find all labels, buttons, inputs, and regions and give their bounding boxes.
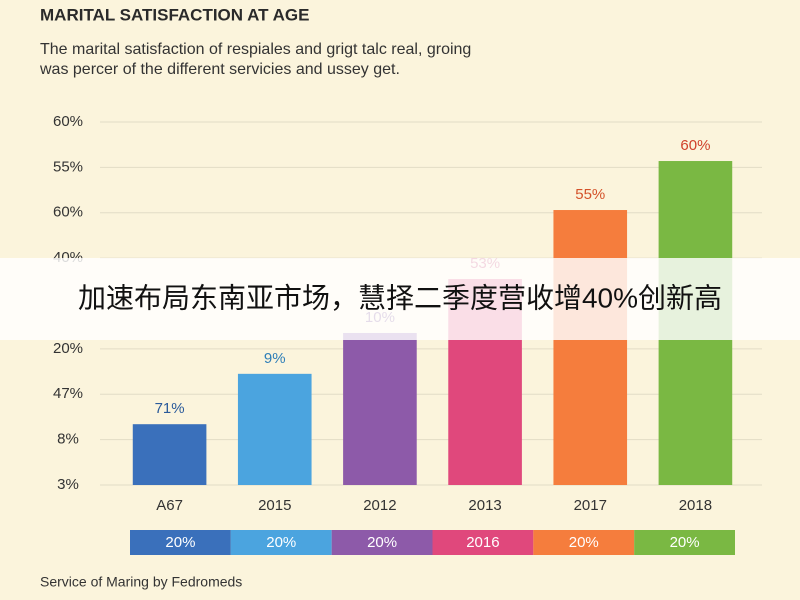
y-tick-label: 60% [53, 113, 83, 130]
y-tick-label: 60% [53, 204, 83, 221]
y-tick-label: 8% [57, 431, 79, 448]
x-tick-label: 2012 [363, 497, 396, 514]
band-label: 20% [165, 534, 195, 551]
x-tick-label: A67 [156, 497, 183, 514]
value-label: 55% [575, 186, 605, 203]
subtitle: The marital satisfaction of respiales an… [40, 41, 471, 58]
y-tick-label: 55% [53, 158, 83, 175]
band-label: 20% [367, 534, 397, 551]
x-tick-label: 2017 [574, 497, 607, 514]
band-segment [331, 530, 433, 555]
band-segment [432, 530, 534, 555]
band-segment [130, 530, 231, 555]
x-tick-label: 2018 [679, 497, 712, 514]
subtitle: was percer of the different servicies an… [39, 61, 400, 78]
band-label: 20% [266, 534, 296, 551]
band-segment [230, 530, 332, 555]
band-label: 20% [670, 534, 700, 551]
bar [237, 373, 312, 485]
value-label: 60% [680, 137, 710, 154]
band-segment [533, 530, 635, 555]
band-label: 20% [569, 534, 599, 551]
band-label: 2016 [466, 534, 499, 551]
y-tick-label: 20% [53, 340, 83, 357]
bar [553, 210, 628, 485]
x-tick-label: 2013 [468, 497, 501, 514]
chart-title: MARITAL SATISFACTION AT AGE [40, 5, 309, 24]
banner-bg [0, 258, 800, 340]
source: Service of Maring by Fedromeds [40, 574, 242, 590]
band-segment [634, 530, 735, 555]
value-label: 71% [155, 400, 185, 417]
y-tick-label: 3% [57, 476, 79, 493]
bar [343, 332, 417, 485]
x-tick-label: 2015 [258, 497, 291, 514]
bar [132, 424, 207, 485]
y-tick-label: 47% [53, 385, 83, 402]
value-label: 9% [264, 350, 286, 367]
banner-text: 加速布局东南亚市场，慧择二季度营收增40%创新高 [78, 282, 722, 313]
